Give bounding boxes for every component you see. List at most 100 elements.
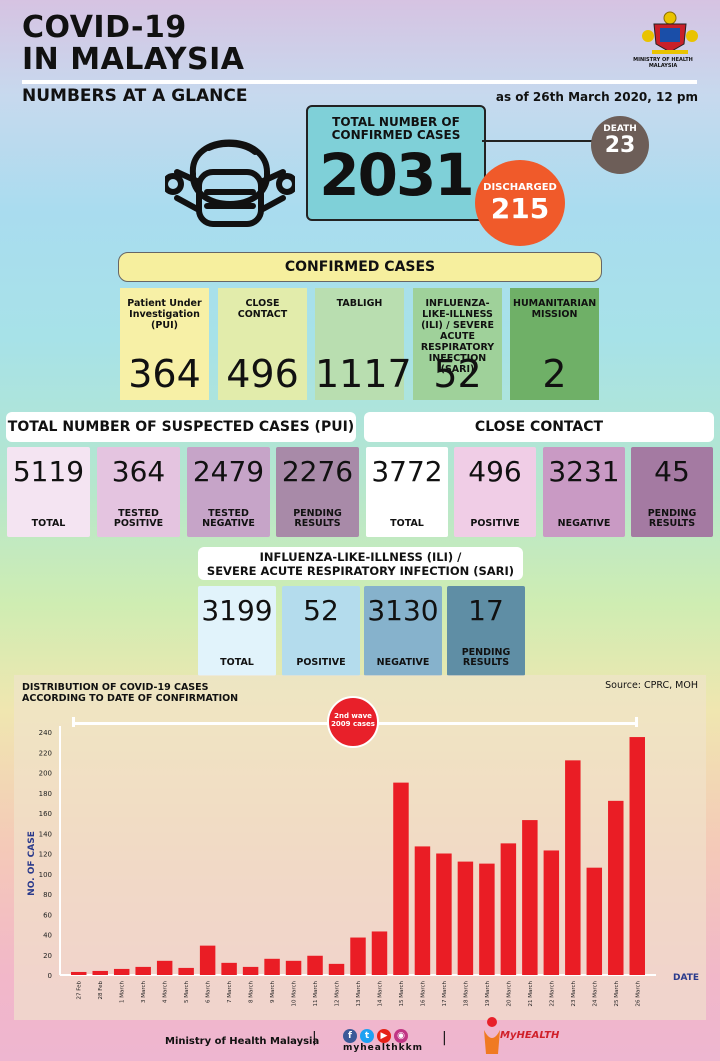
x-tick-label: 6 March bbox=[206, 980, 212, 1003]
bar bbox=[285, 960, 302, 975]
social-handle[interactable]: myhealthkkm bbox=[343, 1043, 423, 1053]
bar bbox=[199, 945, 216, 975]
confirmed-cases-header: CONFIRMED CASES bbox=[118, 252, 602, 282]
confirmed-tile-value: 1117 bbox=[315, 352, 412, 396]
sari-tile: 3199 TOTAL bbox=[198, 586, 276, 676]
x-tick-label: 27 Feb bbox=[77, 981, 83, 1000]
discharged-label: DISCHARGED bbox=[483, 182, 557, 193]
close-contact-tile-label: TOTAL bbox=[390, 518, 424, 529]
suspected-tile-value: 2276 bbox=[281, 455, 354, 488]
twitter-icon[interactable]: t bbox=[360, 1029, 374, 1043]
face-mask-icon bbox=[165, 139, 295, 227]
y-tick-label: 240 bbox=[39, 729, 52, 737]
close-contact-tile-label: NEGATIVE bbox=[557, 518, 611, 529]
facebook-icon[interactable]: f bbox=[343, 1029, 357, 1043]
total-confirmed-value: 2031 bbox=[319, 141, 474, 209]
confirmed-tile-value: 2 bbox=[542, 352, 567, 396]
confirmed-tile: CLOSE CONTACT 496 bbox=[218, 288, 307, 400]
x-tick-label: 3 March bbox=[141, 980, 147, 1003]
second-wave-label: 2nd wave bbox=[334, 712, 372, 720]
confirmed-tile-label: HUMANITARIAN MISSION bbox=[513, 298, 597, 320]
footer-separator-2: | bbox=[442, 1030, 447, 1046]
ministry-crest-label: MINISTRY OF HEALTH MALAYSIA bbox=[633, 57, 693, 69]
bar bbox=[393, 782, 409, 975]
confirmed-tile-label: CLOSE CONTACT bbox=[237, 298, 288, 320]
youtube-icon[interactable]: ▶ bbox=[377, 1029, 391, 1043]
bar bbox=[457, 861, 474, 975]
sari-tile-label: PENDING RESULTS bbox=[461, 647, 511, 668]
x-tick-label: 13 March bbox=[356, 980, 362, 1006]
close-contact-tile-label: PENDING RESULTS bbox=[647, 508, 697, 529]
x-tick-label: 25 March bbox=[614, 980, 620, 1006]
confirmed-tile: TABLIGH 1117 bbox=[315, 288, 412, 400]
suspected-tile: 364 TESTED POSITIVE bbox=[97, 447, 180, 537]
sari-tile-value: 17 bbox=[468, 594, 504, 627]
x-tick-label: 4 March bbox=[163, 980, 169, 1003]
bar bbox=[371, 931, 388, 975]
second-wave-count: 2009 cases bbox=[331, 720, 375, 728]
confirmed-tile-value: 364 bbox=[128, 352, 201, 396]
bar bbox=[178, 967, 194, 975]
bar bbox=[479, 863, 495, 975]
bar bbox=[350, 937, 366, 975]
x-tick-label: 8 March bbox=[249, 980, 255, 1003]
y-axis-label: NO. OF CASE bbox=[27, 831, 37, 896]
x-tick-label: 1 March bbox=[120, 980, 126, 1003]
suspected-tile: 5119 TOTAL bbox=[7, 447, 90, 537]
suspected-tile-value: 5119 bbox=[12, 455, 85, 488]
bar bbox=[113, 968, 130, 975]
x-tick-label: 21 March bbox=[528, 980, 534, 1006]
bar bbox=[414, 846, 431, 975]
bar bbox=[71, 971, 87, 975]
subtitle: NUMBERS AT A GLANCE bbox=[22, 86, 248, 106]
bar bbox=[608, 800, 624, 975]
suspected-tile-label: TOTAL bbox=[31, 518, 66, 529]
x-tick-label: 19 March bbox=[485, 980, 491, 1006]
instagram-icon[interactable]: ◉ bbox=[394, 1029, 408, 1043]
sari-tile-label: POSITIVE bbox=[296, 657, 346, 668]
y-tick-label: 20 bbox=[43, 952, 52, 960]
confirmed-tile: Patient Under Investigation (PUI) 364 bbox=[120, 288, 209, 400]
bar bbox=[500, 843, 517, 975]
second-wave-badge: 2nd wave 2009 cases bbox=[327, 696, 379, 748]
x-tick-label: 22 March bbox=[549, 980, 555, 1006]
chart-title: DISTRIBUTION OF COVID-19 CASES ACCORDING… bbox=[22, 682, 238, 704]
death-badge: DEATH 23 bbox=[591, 116, 649, 174]
close-contact-tile-value: 3231 bbox=[548, 455, 620, 488]
discharged-badge: DISCHARGED 215 bbox=[475, 160, 565, 246]
confirmed-tile-label: INFLUENZA-LIKE-ILLNESS (ILI) / SEVERE AC… bbox=[420, 298, 495, 375]
y-tick-label: 180 bbox=[39, 790, 52, 798]
x-tick-label: 28 Feb bbox=[98, 981, 104, 1000]
x-tick-label: 14 March bbox=[377, 980, 383, 1006]
x-tick-label: 10 March bbox=[292, 980, 298, 1006]
bar bbox=[629, 737, 645, 975]
footer-separator: | bbox=[312, 1030, 317, 1046]
close-contact-header: CLOSE CONTACT bbox=[364, 412, 714, 442]
x-tick-label: 11 March bbox=[313, 980, 319, 1006]
x-tick-label: 26 March bbox=[635, 980, 641, 1006]
sari-tile: 17 PENDING RESULTS bbox=[447, 586, 525, 676]
chart-title-line2: ACCORDING TO DATE OF CONFIRMATION bbox=[22, 693, 239, 704]
myhealth-logo-text: MyHEALTH bbox=[500, 1030, 560, 1041]
social-icons: f t ▶ ◉ bbox=[343, 1023, 415, 1043]
x-tick-label: 9 March bbox=[270, 980, 276, 1003]
close-contact-tile: 3231 NEGATIVE bbox=[543, 447, 625, 537]
close-contact-tile-value: 45 bbox=[654, 455, 690, 488]
suspected-header: TOTAL NUMBER OF SUSPECTED CASES (PUI) bbox=[6, 412, 356, 442]
bar bbox=[436, 853, 452, 975]
x-tick-label: 20 March bbox=[506, 980, 512, 1006]
bar bbox=[586, 867, 603, 975]
confirmed-tile-label: TABLIGH bbox=[336, 298, 383, 309]
malaysia-crest-icon bbox=[642, 11, 698, 54]
bar bbox=[328, 963, 345, 975]
close-contact-tile: 496 POSITIVE bbox=[454, 447, 536, 537]
suspected-tile-label: TESTED POSITIVE bbox=[113, 508, 164, 529]
y-tick-label: 140 bbox=[39, 830, 52, 838]
bar bbox=[135, 966, 151, 975]
confirmed-tile-label: Patient Under Investigation (PUI) bbox=[127, 298, 202, 331]
sari-tile-label: TOTAL bbox=[220, 657, 254, 668]
suspected-tile-label: PENDING RESULTS bbox=[293, 508, 342, 529]
bar bbox=[307, 955, 323, 975]
y-tick-label: 220 bbox=[39, 749, 52, 757]
title-line2: IN MALAYSIA bbox=[22, 42, 245, 77]
